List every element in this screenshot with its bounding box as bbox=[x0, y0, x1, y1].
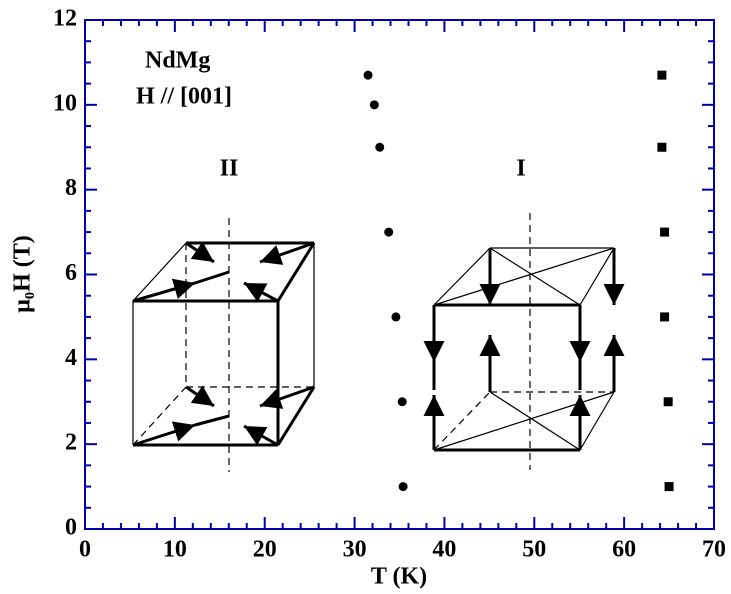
data-point bbox=[363, 70, 373, 80]
data-point bbox=[664, 482, 674, 492]
cube-diagram bbox=[132, 218, 316, 472]
x-tick-label: 10 bbox=[163, 537, 187, 563]
y-tick-label: 12 bbox=[53, 6, 77, 32]
x-tick-label: 50 bbox=[522, 537, 546, 563]
data-point bbox=[397, 397, 407, 407]
data-point bbox=[660, 227, 670, 237]
y-tick-label: 8 bbox=[65, 175, 77, 201]
cube-diagram bbox=[423, 213, 625, 470]
data-point bbox=[384, 227, 394, 237]
x-tick-label: 40 bbox=[432, 537, 456, 563]
annotation: NdMg bbox=[145, 48, 210, 74]
data-point bbox=[663, 397, 673, 407]
annotation: H // [001] bbox=[136, 84, 232, 110]
y-tick-label: 0 bbox=[65, 515, 77, 541]
data-point bbox=[657, 142, 667, 152]
x-tick-label: 70 bbox=[702, 537, 726, 563]
x-tick-label: 0 bbox=[79, 537, 91, 563]
data-point bbox=[391, 312, 401, 322]
y-tick-label: 4 bbox=[65, 345, 77, 371]
data-point bbox=[375, 142, 385, 152]
data-point bbox=[369, 100, 379, 110]
data-point bbox=[660, 312, 670, 322]
x-tick-label: 20 bbox=[253, 537, 277, 563]
y-tick-label: 6 bbox=[65, 260, 77, 286]
annotation: II bbox=[220, 156, 239, 182]
x-tick-label: 60 bbox=[612, 537, 636, 563]
y-axis-label: μ₀H (T) bbox=[10, 235, 36, 312]
y-tick-label: 10 bbox=[53, 90, 77, 116]
annotation: I bbox=[516, 156, 525, 182]
data-point bbox=[657, 70, 667, 80]
x-tick-label: 30 bbox=[343, 537, 367, 563]
y-tick-label: 2 bbox=[65, 430, 77, 456]
data-point bbox=[398, 482, 408, 492]
x-axis-label: T (K) bbox=[371, 564, 427, 590]
